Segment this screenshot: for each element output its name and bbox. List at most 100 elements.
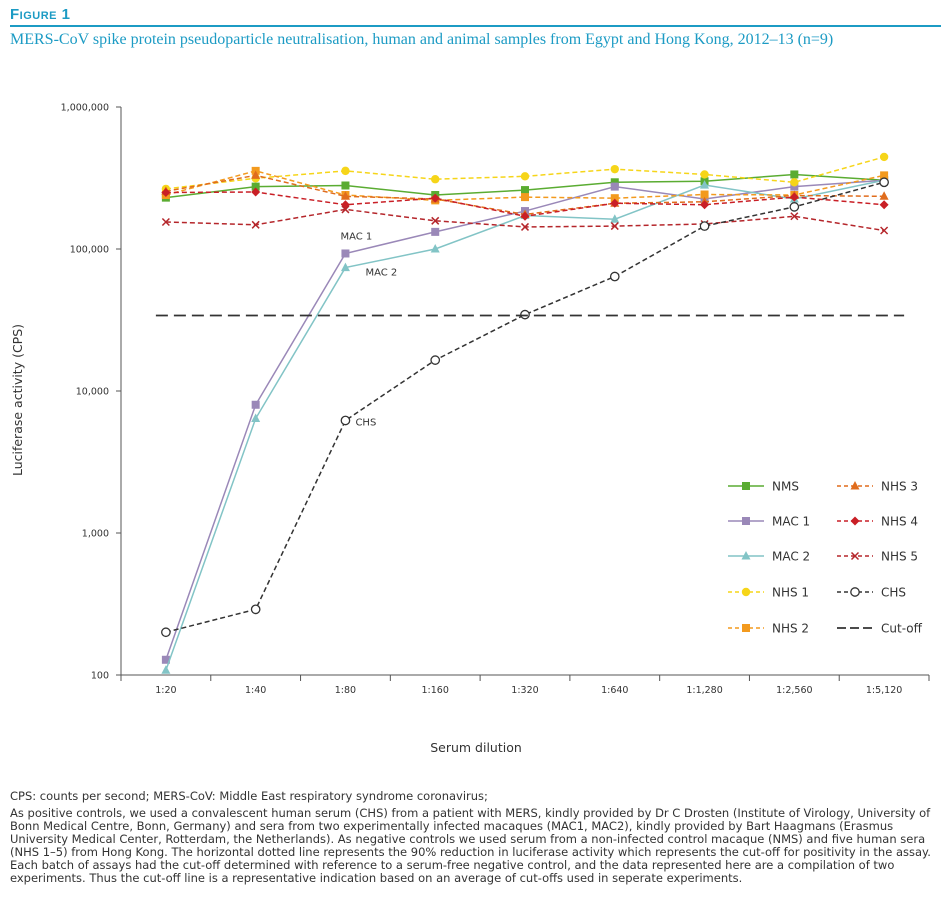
x-tick-label: 1:320: [511, 685, 538, 696]
data-point-mac-1: [161, 655, 170, 664]
legend-label-nhs-2: NHS 2: [772, 622, 809, 636]
x-tick-label: 1:40: [245, 685, 266, 696]
legend-marker-mac-2: [741, 551, 751, 560]
legend-marker-nhs-2: [742, 624, 750, 632]
data-point-mac-1: [790, 182, 799, 191]
x-tick-label: 1:2,560: [776, 685, 812, 696]
data-point-mac-1: [251, 400, 260, 409]
data-point-nms: [790, 170, 799, 179]
legend-item-nhs-1: NHS 1: [728, 586, 809, 600]
data-point-mac-2: [340, 262, 350, 272]
data-point-nhs-1: [790, 178, 799, 187]
data-point-nhs-5: [610, 222, 619, 231]
data-point-chs: [430, 355, 441, 365]
legend-item-chs: CHS: [837, 586, 906, 600]
chart-annotations: MAC 1 MAC 2 CHS: [340, 231, 397, 428]
annotation-mac-2: MAC 2: [365, 268, 397, 279]
annotation-mac-1: MAC 1: [340, 231, 372, 242]
data-point-mac-2: [251, 413, 261, 423]
data-point-nhs-1: [520, 172, 530, 181]
annotation-chs: CHS: [355, 417, 376, 428]
series-line-nhs-2: [165, 170, 885, 202]
x-tick-label: 1:640: [601, 685, 628, 696]
x-tick-label: 1:160: [422, 685, 449, 696]
legend-marker-chs: [850, 587, 860, 597]
data-point-nhs-2: [521, 193, 529, 202]
data-point-nhs-1: [700, 170, 709, 179]
data-point-nhs-1: [610, 164, 619, 174]
series-chs: [161, 177, 889, 638]
legend-item-nhs-3: NHS 3: [837, 480, 918, 494]
legend-label-nhs-5: NHS 5: [881, 550, 918, 564]
data-point-mac-1: [341, 249, 350, 258]
legend-marker-nms: [742, 482, 750, 490]
data-point-nhs-4: [789, 192, 799, 202]
data-point-chs: [340, 415, 351, 426]
y-tick-label: 1,000,000: [61, 103, 109, 114]
data-point-chs: [161, 627, 171, 638]
x-tick-label: 1:5,120: [866, 685, 902, 696]
luciferase-line-chart: Luciferase activity (CPS) Serum dilution…: [10, 103, 930, 755]
data-point-nhs-2: [880, 171, 889, 180]
legend-label-cut-off: Cut-off: [881, 622, 923, 636]
data-point-chs: [250, 604, 261, 615]
legend-item-cut-off: Cut-off: [837, 622, 923, 636]
figure-title: MERS-CoV spike protein pseudoparticle ne…: [10, 31, 834, 48]
data-point-nhs-4: [879, 200, 889, 210]
legend-label-nhs-4: NHS 4: [881, 515, 918, 529]
legend-marker-nhs-5: [850, 551, 860, 561]
legend-item-nhs-2: NHS 2: [728, 622, 809, 636]
y-tick-label: 10,000: [76, 387, 109, 398]
data-point-nhs-5: [520, 222, 530, 231]
legend-item-nhs-4: NHS 4: [837, 515, 918, 529]
series-line-chs: [165, 181, 885, 633]
series-nhs-4: [161, 187, 889, 221]
data-point-nhs-1: [879, 152, 889, 162]
data-point-chs: [520, 309, 530, 320]
chart-plot-area: [155, 152, 905, 674]
data-point-nhs-4: [251, 187, 261, 197]
data-point-nhs-3: [251, 170, 261, 179]
legend-marker-nhs-3: [850, 481, 860, 490]
data-point-nhs-3: [340, 191, 350, 200]
notes-description: As positive controls, we used a convales…: [10, 806, 931, 885]
data-point-nhs-5: [161, 217, 170, 227]
legend-label-nhs-3: NHS 3: [881, 480, 918, 494]
data-point-chs: [789, 202, 800, 212]
data-point-nhs-2: [610, 194, 619, 203]
data-point-nhs-2: [700, 190, 709, 199]
data-point-mac-2: [700, 180, 710, 189]
x-tick-label: 1:80: [335, 685, 356, 696]
data-point-nhs-5: [341, 205, 350, 214]
x-tick-label: 1:20: [155, 685, 176, 696]
data-point-nhs-1: [341, 166, 350, 176]
figure-notes: CPS: counts per second; MERS-CoV: Middle…: [10, 790, 940, 889]
legend-label-nms: NMS: [772, 480, 799, 494]
data-point-nhs-5: [880, 226, 889, 235]
data-point-chs: [609, 271, 620, 282]
notes-abbreviations: CPS: counts per second; MERS-CoV: Middle…: [10, 789, 488, 803]
data-point-nhs-4: [430, 193, 440, 203]
y-tick-label: 100,000: [70, 245, 109, 256]
legend-label-mac-2: MAC 2: [772, 550, 810, 564]
chart-legend: NMS MAC 1 MAC 2 NHS 1 NHS 2 NHS 3 NHS 4 NHS 5 CH…: [728, 480, 923, 636]
data-point-mac-1: [610, 182, 619, 191]
x-axis-title: Serum dilution: [430, 740, 522, 755]
x-tick-label: 1:1,280: [686, 685, 722, 696]
data-point-chs: [699, 221, 710, 231]
data-point-nhs-4: [520, 211, 530, 221]
legend-label-chs: CHS: [881, 586, 906, 600]
data-point-mac-1: [431, 227, 440, 236]
data-point-nms: [251, 182, 260, 191]
data-point-nhs-4: [340, 200, 350, 210]
chart-axes: 100 1,000 10,000 100,000 1,000,000 1:20 1:40 1:…: [61, 103, 930, 696]
legend-item-mac-1: MAC 1: [728, 515, 810, 529]
data-point-nhs-5: [790, 212, 799, 221]
figure-title-rule: [10, 25, 941, 27]
data-point-nms: [341, 181, 350, 190]
y-axis-title: Luciferase activity (CPS): [10, 324, 25, 476]
data-point-nhs-4: [610, 198, 620, 208]
legend-item-mac-2: MAC 2: [728, 550, 810, 564]
data-point-mac-2: [161, 665, 171, 674]
data-point-nhs-5: [251, 220, 260, 229]
